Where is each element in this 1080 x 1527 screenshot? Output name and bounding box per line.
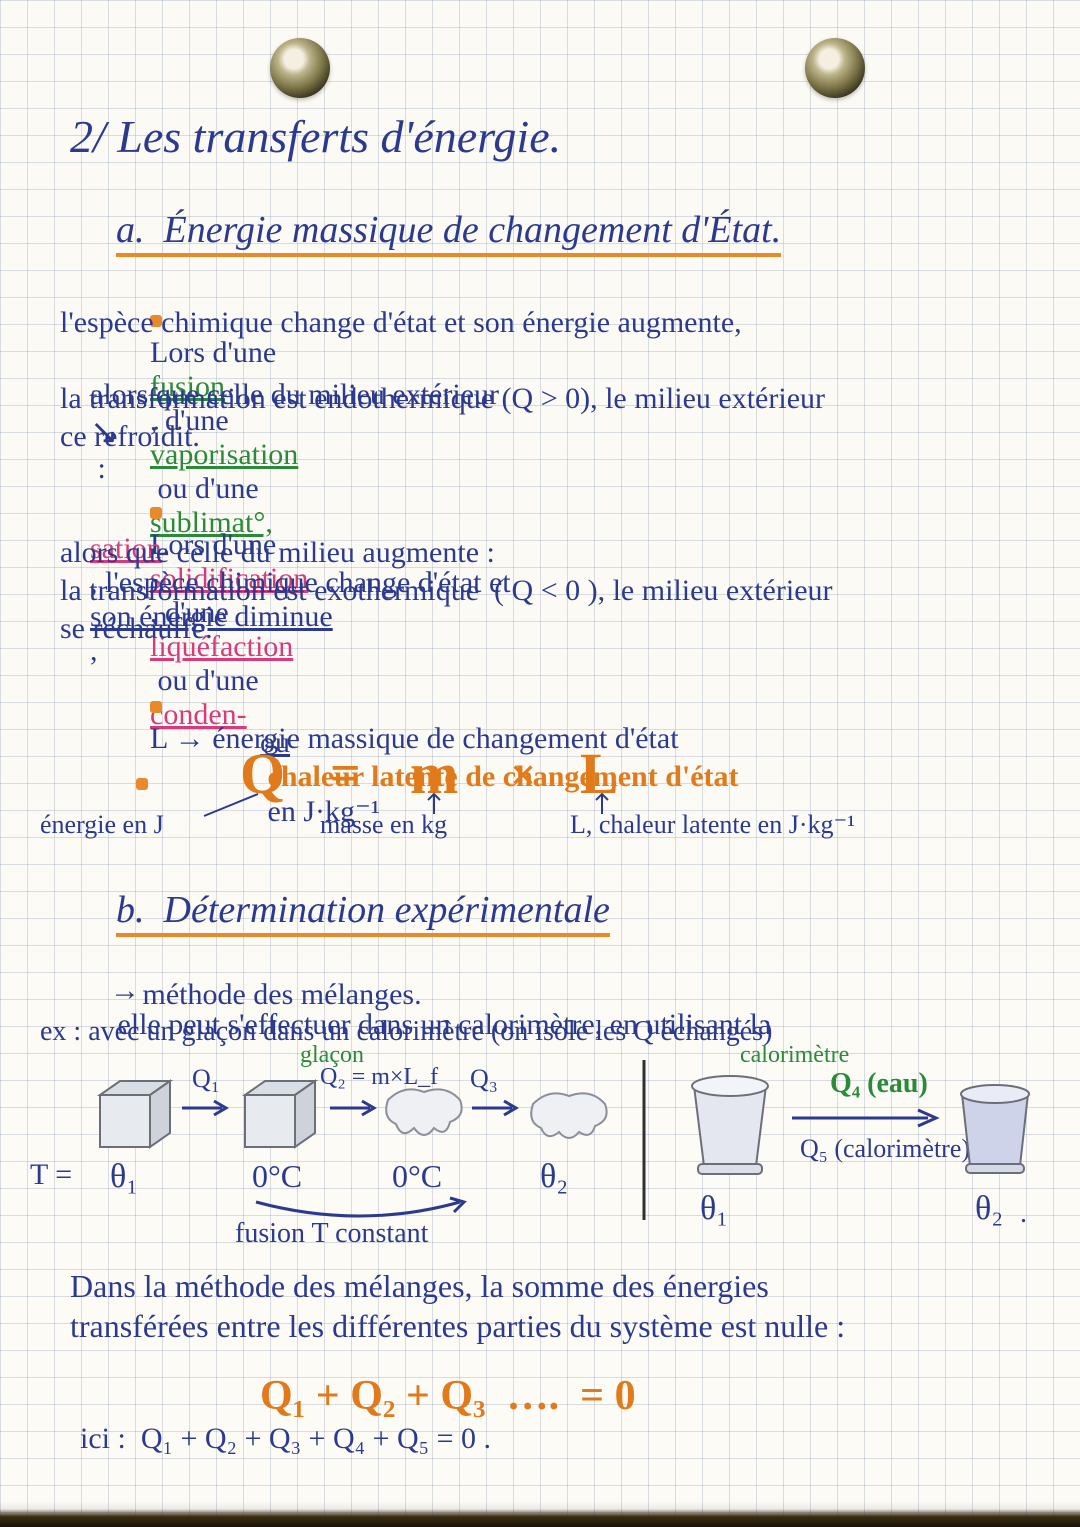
dot: . [1020, 1198, 1027, 1230]
theta1: θ₁ [110, 1158, 138, 1196]
ice-cube-icon [235, 1075, 325, 1155]
water-puddle-icon [525, 1082, 615, 1152]
b-example: ex : avec un glaçon dans un calorimètre … [40, 1016, 772, 1048]
section-a-heading: a. Énergie massique de changement d'État… [100, 190, 781, 270]
label-energy: énergie en J [40, 810, 164, 840]
section-a-heading-text: a. Énergie massique de changement d'État… [116, 209, 781, 257]
para1-line4: la transformation est endothermique (Q >… [60, 382, 825, 416]
page-bottom-edge [0, 1501, 1080, 1527]
p1-l3b: : [90, 452, 106, 485]
formula-eq: = [330, 742, 361, 804]
theta2: θ₂ [540, 1158, 568, 1196]
para2-line3: alors que celle du milieu augmente : [60, 536, 495, 570]
fusion-label: fusion T constant [235, 1218, 428, 1250]
para2-line4: la transformation est exothermique ( Q <… [60, 574, 833, 608]
calorimeter-icon [680, 1072, 780, 1182]
arrow-icon [180, 1098, 230, 1118]
para1-line2: l'espèce chimique change d'état et son é… [60, 306, 742, 340]
q5-label: Q₅ (calorimètre) [800, 1134, 970, 1164]
q4-label: Q₄ (eau) [830, 1068, 928, 1100]
section-b-heading-text: b. Détermination expérimentale [116, 889, 610, 937]
separator-line-icon [640, 1060, 648, 1220]
label-latent: L, chaleur latente en J·kg⁻¹ [570, 810, 855, 840]
zeroC-b: 0°C [392, 1158, 442, 1195]
notebook-page: 2/ Les transferts d'énergie. a. Énergie … [0, 0, 1080, 1527]
section-b-heading: b. Détermination expérimentale [100, 870, 610, 950]
arrow-icon [328, 1098, 378, 1118]
label-mass: masse en kg [320, 810, 447, 840]
cal-theta2: θ₂ [975, 1190, 1003, 1228]
binder-hole-left [270, 38, 330, 98]
zeroC-a: 0°C [252, 1158, 302, 1195]
binder-hole-right [805, 38, 865, 98]
equation-here: ici : Q₁ + Q₂ + Q₃ + Q₄ + Q₅ = 0 . [80, 1422, 491, 1456]
b-intro-line2: méthode des mélanges. [120, 978, 422, 1012]
arrow-to-Q-icon [200, 792, 260, 822]
formula-times: × [510, 748, 536, 801]
q3-label: Q₃ [470, 1064, 498, 1094]
cal-theta1: θ₁ [700, 1190, 728, 1228]
bullet-icon [150, 701, 162, 713]
ice-cube-icon [90, 1075, 180, 1155]
q1-label: Q₁ [192, 1064, 220, 1094]
para2-line5: se réchauffe. [60, 612, 213, 646]
T-equals: T = [30, 1158, 72, 1192]
para1-line5: ce refroidit. [60, 420, 200, 454]
equation-sum: Q₁ + Q₂ + Q₃ …. = 0 [260, 1372, 636, 1420]
conclusion-line2: transférées entre les différentes partie… [70, 1308, 845, 1345]
label-calorimetre: calorimètre [740, 1042, 849, 1069]
melting-ice-icon [380, 1082, 470, 1152]
page-title: 2/ Les transferts d'énergie. [70, 110, 561, 163]
calorimeter-icon [950, 1082, 1040, 1182]
arrow-icon [790, 1108, 940, 1128]
arrow-icon [470, 1098, 520, 1118]
bullet-icon [136, 778, 148, 790]
conclusion-line1: Dans la méthode des mélanges, la somme d… [70, 1268, 769, 1305]
